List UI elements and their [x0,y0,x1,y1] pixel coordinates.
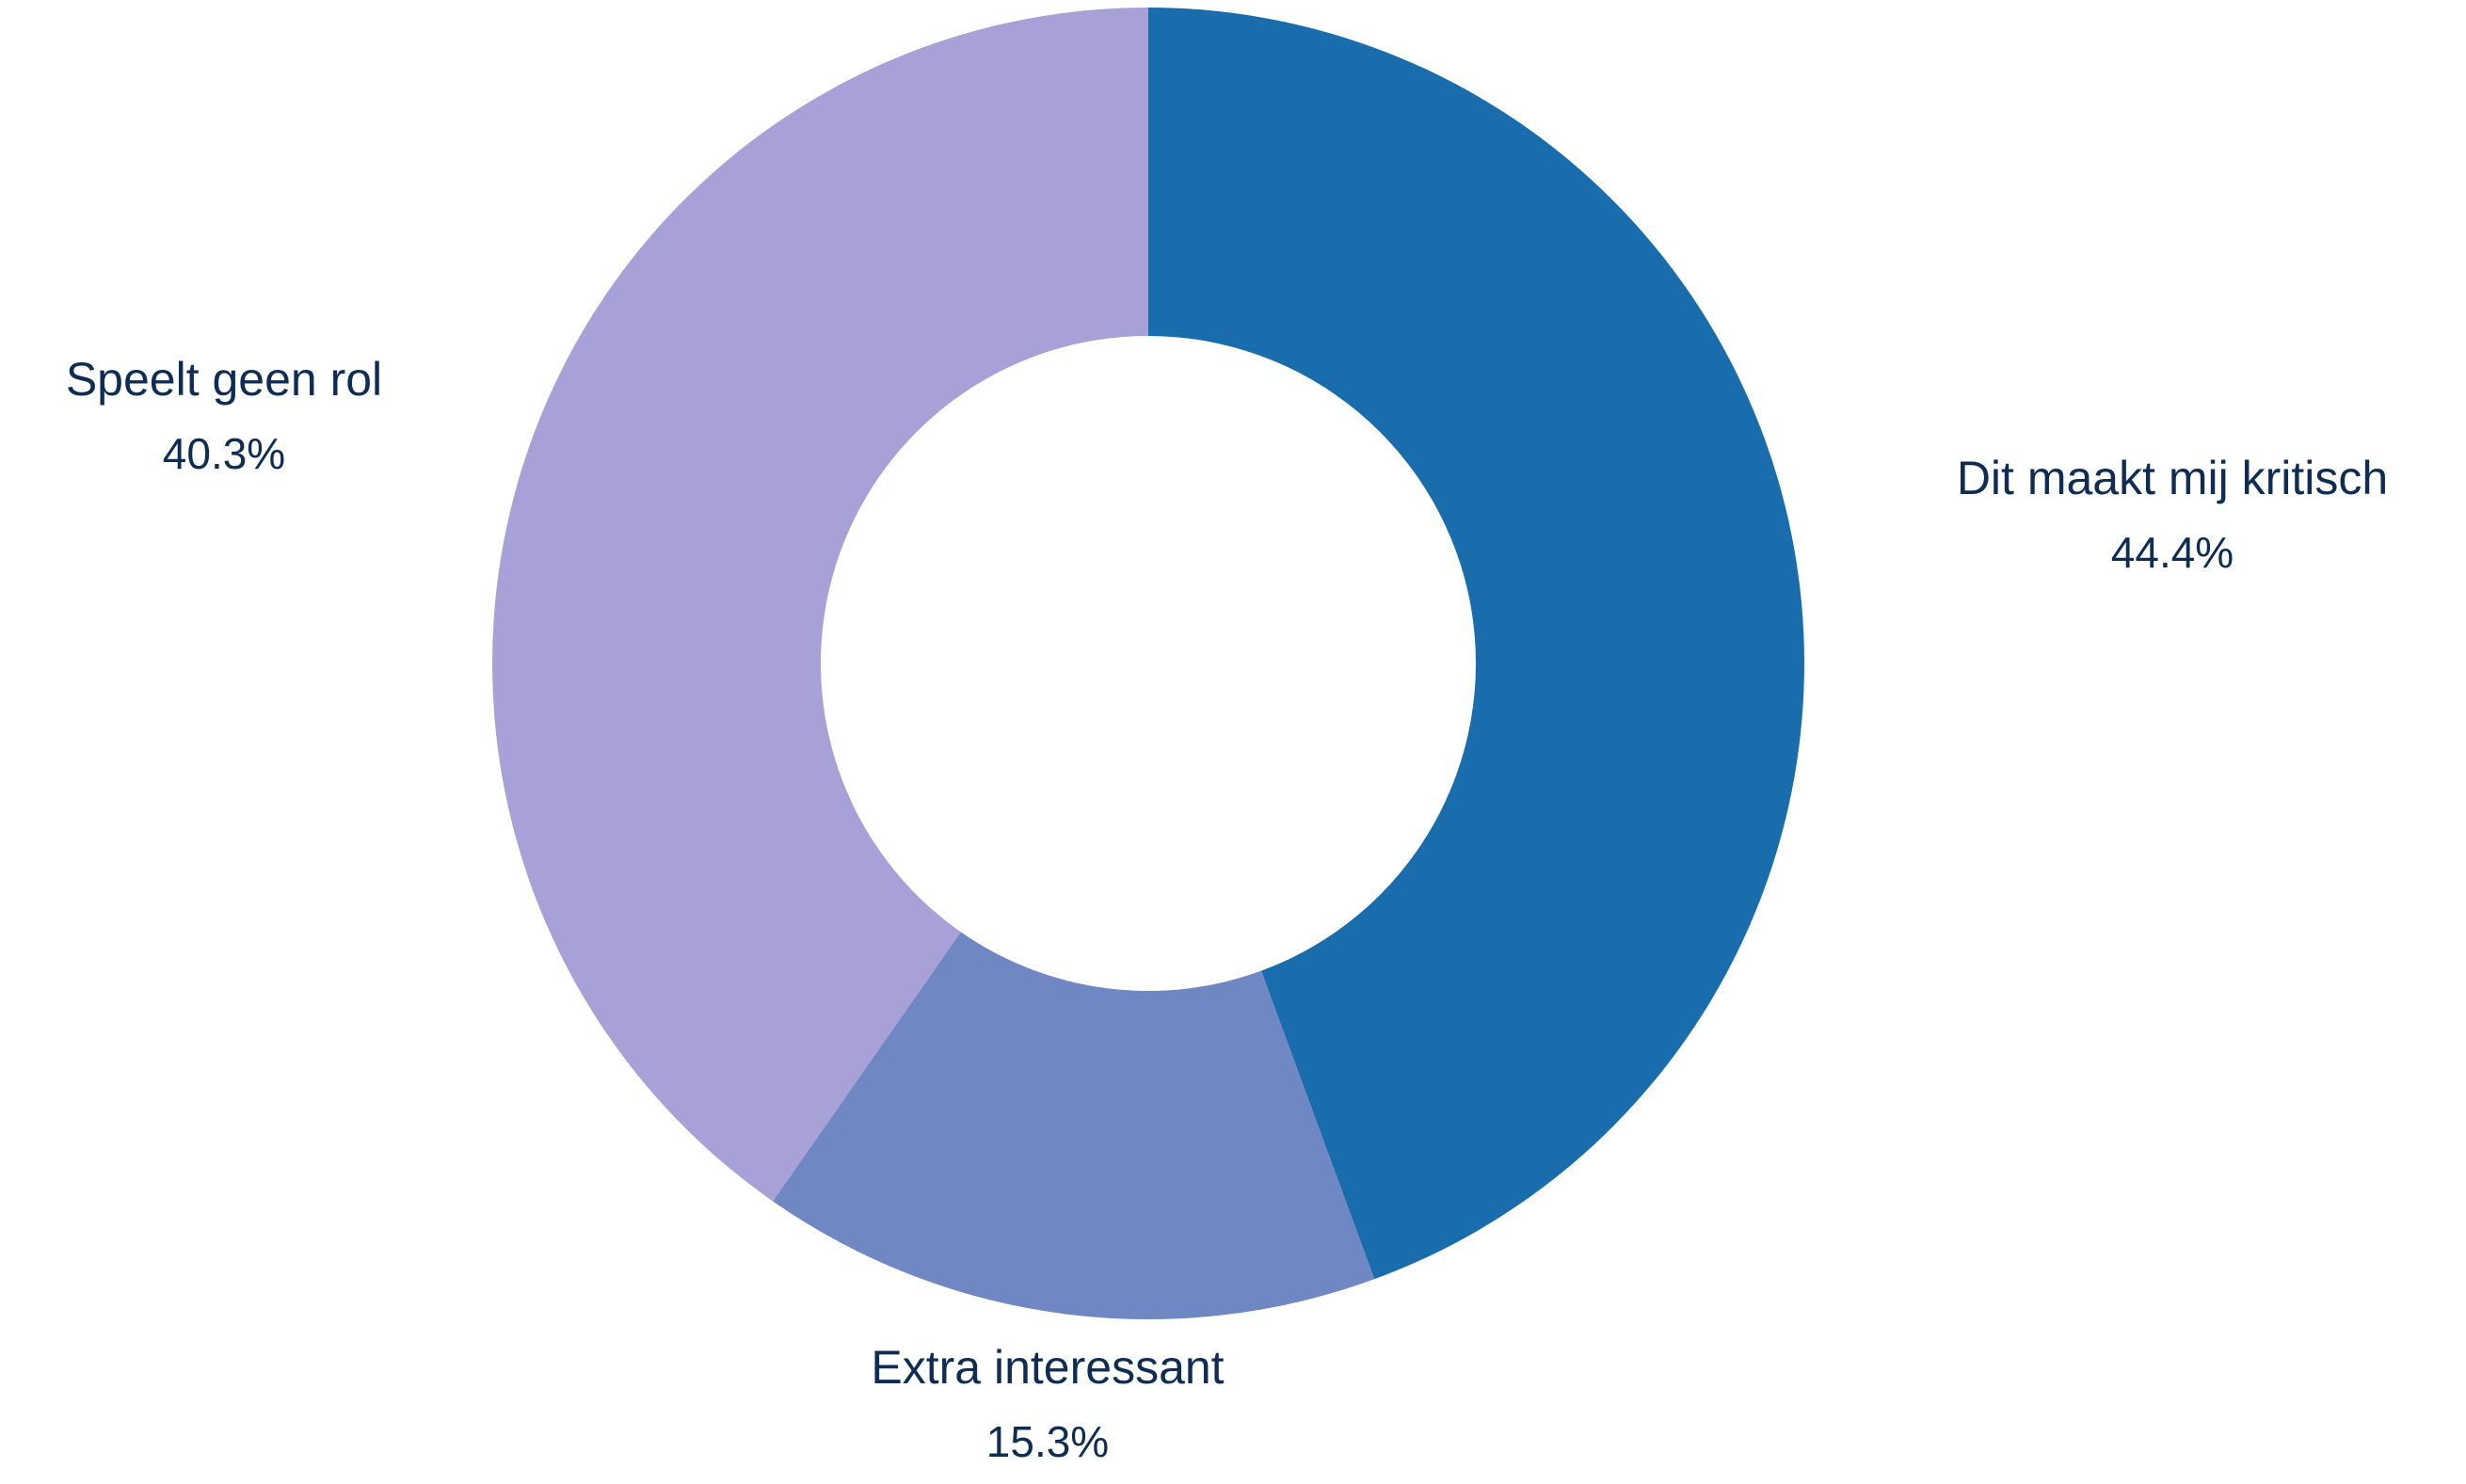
slice-value-label: 40.3% [163,429,285,478]
slices-layer [491,8,1804,1319]
slice-extra-interessant [773,932,1375,1319]
slice-value-label: 15.3% [986,1417,1109,1466]
slice-label: Extra interessant [871,1341,1224,1394]
slice-label: Dit maakt mij kritisch [1957,452,2388,504]
slice-value-label: 44.4% [2111,528,2234,577]
labels-layer: Dit maakt mij kritisch 44.4% Extra interes… [66,353,2388,1466]
slice-label: Speelt geen rol [66,353,382,406]
slice-dit-maakt-mij-kritisch [1148,8,1804,1280]
slice-speelt-geen-rol [491,8,1148,1202]
